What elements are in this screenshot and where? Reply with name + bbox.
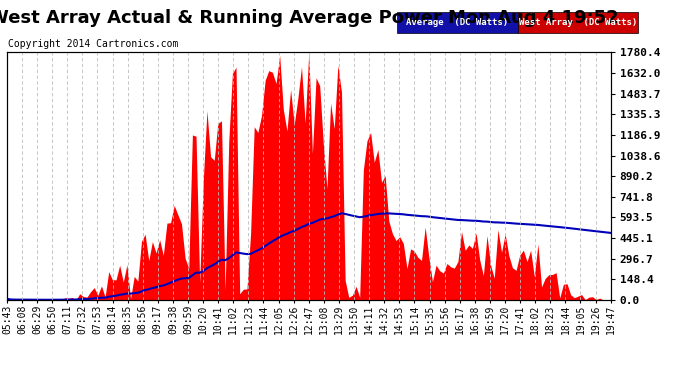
Text: Copyright 2014 Cartronics.com: Copyright 2014 Cartronics.com [8, 39, 179, 50]
Text: West Array  (DC Watts): West Array (DC Watts) [519, 18, 637, 27]
Text: Average  (DC Watts): Average (DC Watts) [406, 18, 509, 27]
Text: West Array Actual & Running Average Power Mon Aug 4 19:52: West Array Actual & Running Average Powe… [0, 9, 618, 27]
